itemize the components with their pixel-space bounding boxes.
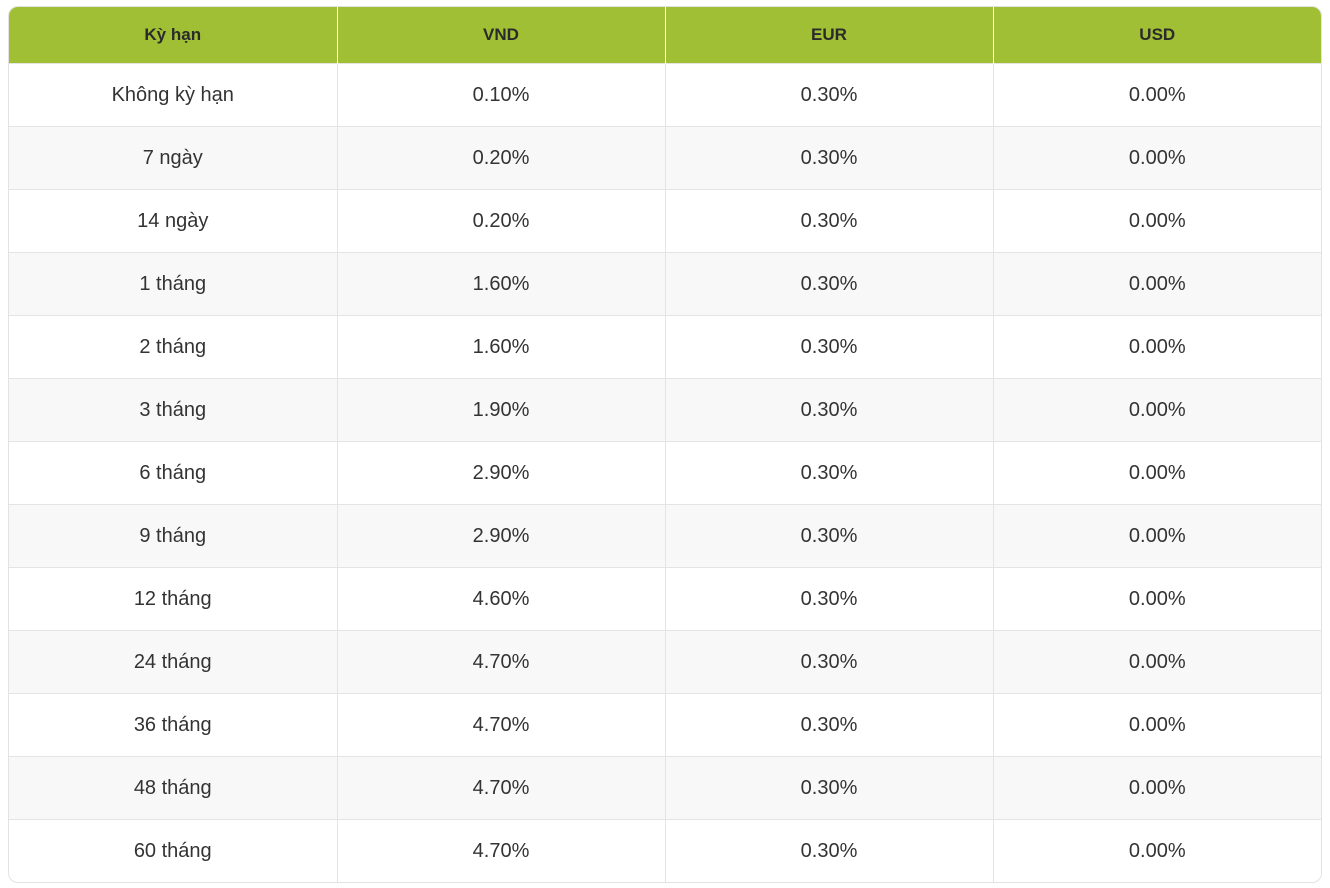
- cell-vnd: 4.70%: [336, 693, 665, 757]
- cell-usd: 0.00%: [992, 63, 1321, 127]
- cell-usd: 0.00%: [992, 441, 1321, 505]
- cell-vnd: 2.90%: [336, 441, 665, 505]
- table-row: 2 tháng 1.60% 0.30% 0.00%: [9, 315, 1321, 379]
- table-row: 60 tháng 4.70% 0.30% 0.00%: [9, 819, 1321, 882]
- table-row: 3 tháng 1.90% 0.30% 0.00%: [9, 378, 1321, 442]
- cell-eur: 0.30%: [664, 378, 993, 442]
- cell-eur: 0.30%: [664, 441, 993, 505]
- cell-term: 24 tháng: [9, 630, 337, 694]
- cell-term: 36 tháng: [9, 693, 337, 757]
- cell-eur: 0.30%: [664, 756, 993, 820]
- table-body: Không kỳ hạn 0.10% 0.30% 0.00% 7 ngày 0.…: [9, 63, 1321, 882]
- cell-vnd: 1.90%: [336, 378, 665, 442]
- cell-term: 2 tháng: [9, 315, 337, 379]
- table-row: 48 tháng 4.70% 0.30% 0.00%: [9, 756, 1321, 820]
- cell-term: 12 tháng: [9, 567, 337, 631]
- cell-usd: 0.00%: [992, 756, 1321, 820]
- cell-vnd: 4.70%: [336, 819, 665, 882]
- table-header: Kỳ hạn VND EUR USD: [9, 7, 1321, 64]
- table-row: 1 tháng 1.60% 0.30% 0.00%: [9, 252, 1321, 316]
- cell-usd: 0.00%: [992, 630, 1321, 694]
- table-row: 6 tháng 2.90% 0.30% 0.00%: [9, 441, 1321, 505]
- cell-term: 9 tháng: [9, 504, 337, 568]
- cell-usd: 0.00%: [992, 567, 1321, 631]
- cell-usd: 0.00%: [992, 252, 1321, 316]
- cell-usd: 0.00%: [992, 504, 1321, 568]
- cell-term: 1 tháng: [9, 252, 337, 316]
- cell-vnd: 4.70%: [336, 630, 665, 694]
- cell-vnd: 1.60%: [336, 315, 665, 379]
- table-row: 36 tháng 4.70% 0.30% 0.00%: [9, 693, 1321, 757]
- cell-term: 3 tháng: [9, 378, 337, 442]
- header-row: Kỳ hạn VND EUR USD: [9, 7, 1321, 64]
- interest-rate-table-container: Kỳ hạn VND EUR USD Không kỳ hạn 0.10% 0.…: [8, 6, 1322, 883]
- table-row: 7 ngày 0.20% 0.30% 0.00%: [9, 126, 1321, 190]
- cell-term: 6 tháng: [9, 441, 337, 505]
- cell-term: Không kỳ hạn: [9, 63, 337, 127]
- table-row: 12 tháng 4.60% 0.30% 0.00%: [9, 567, 1321, 631]
- cell-usd: 0.00%: [992, 189, 1321, 253]
- cell-eur: 0.30%: [664, 567, 993, 631]
- cell-eur: 0.30%: [664, 315, 993, 379]
- table-row: Không kỳ hạn 0.10% 0.30% 0.00%: [9, 63, 1321, 127]
- cell-eur: 0.30%: [664, 63, 993, 127]
- cell-vnd: 4.60%: [336, 567, 665, 631]
- cell-eur: 0.30%: [664, 630, 993, 694]
- cell-usd: 0.00%: [992, 126, 1321, 190]
- cell-eur: 0.30%: [664, 693, 993, 757]
- cell-term: 48 tháng: [9, 756, 337, 820]
- cell-term: 7 ngày: [9, 126, 337, 190]
- cell-vnd: 0.20%: [336, 126, 665, 190]
- table-row: 24 tháng 4.70% 0.30% 0.00%: [9, 630, 1321, 694]
- table-row: 14 ngày 0.20% 0.30% 0.00%: [9, 189, 1321, 253]
- cell-eur: 0.30%: [664, 819, 993, 882]
- cell-vnd: 4.70%: [336, 756, 665, 820]
- cell-vnd: 1.60%: [336, 252, 665, 316]
- header-vnd: VND: [336, 7, 665, 64]
- cell-usd: 0.00%: [992, 378, 1321, 442]
- cell-eur: 0.30%: [664, 504, 993, 568]
- cell-usd: 0.00%: [992, 693, 1321, 757]
- header-term: Kỳ hạn: [9, 7, 337, 64]
- cell-eur: 0.30%: [664, 189, 993, 253]
- cell-eur: 0.30%: [664, 252, 993, 316]
- cell-term: 14 ngày: [9, 189, 337, 253]
- cell-vnd: 0.20%: [336, 189, 665, 253]
- cell-vnd: 0.10%: [336, 63, 665, 127]
- cell-usd: 0.00%: [992, 315, 1321, 379]
- cell-vnd: 2.90%: [336, 504, 665, 568]
- header-usd: USD: [992, 7, 1321, 64]
- cell-eur: 0.30%: [664, 126, 993, 190]
- table-row: 9 tháng 2.90% 0.30% 0.00%: [9, 504, 1321, 568]
- cell-term: 60 tháng: [9, 819, 337, 882]
- interest-rate-table: Kỳ hạn VND EUR USD Không kỳ hạn 0.10% 0.…: [9, 7, 1321, 882]
- cell-usd: 0.00%: [992, 819, 1321, 882]
- header-eur: EUR: [664, 7, 993, 64]
